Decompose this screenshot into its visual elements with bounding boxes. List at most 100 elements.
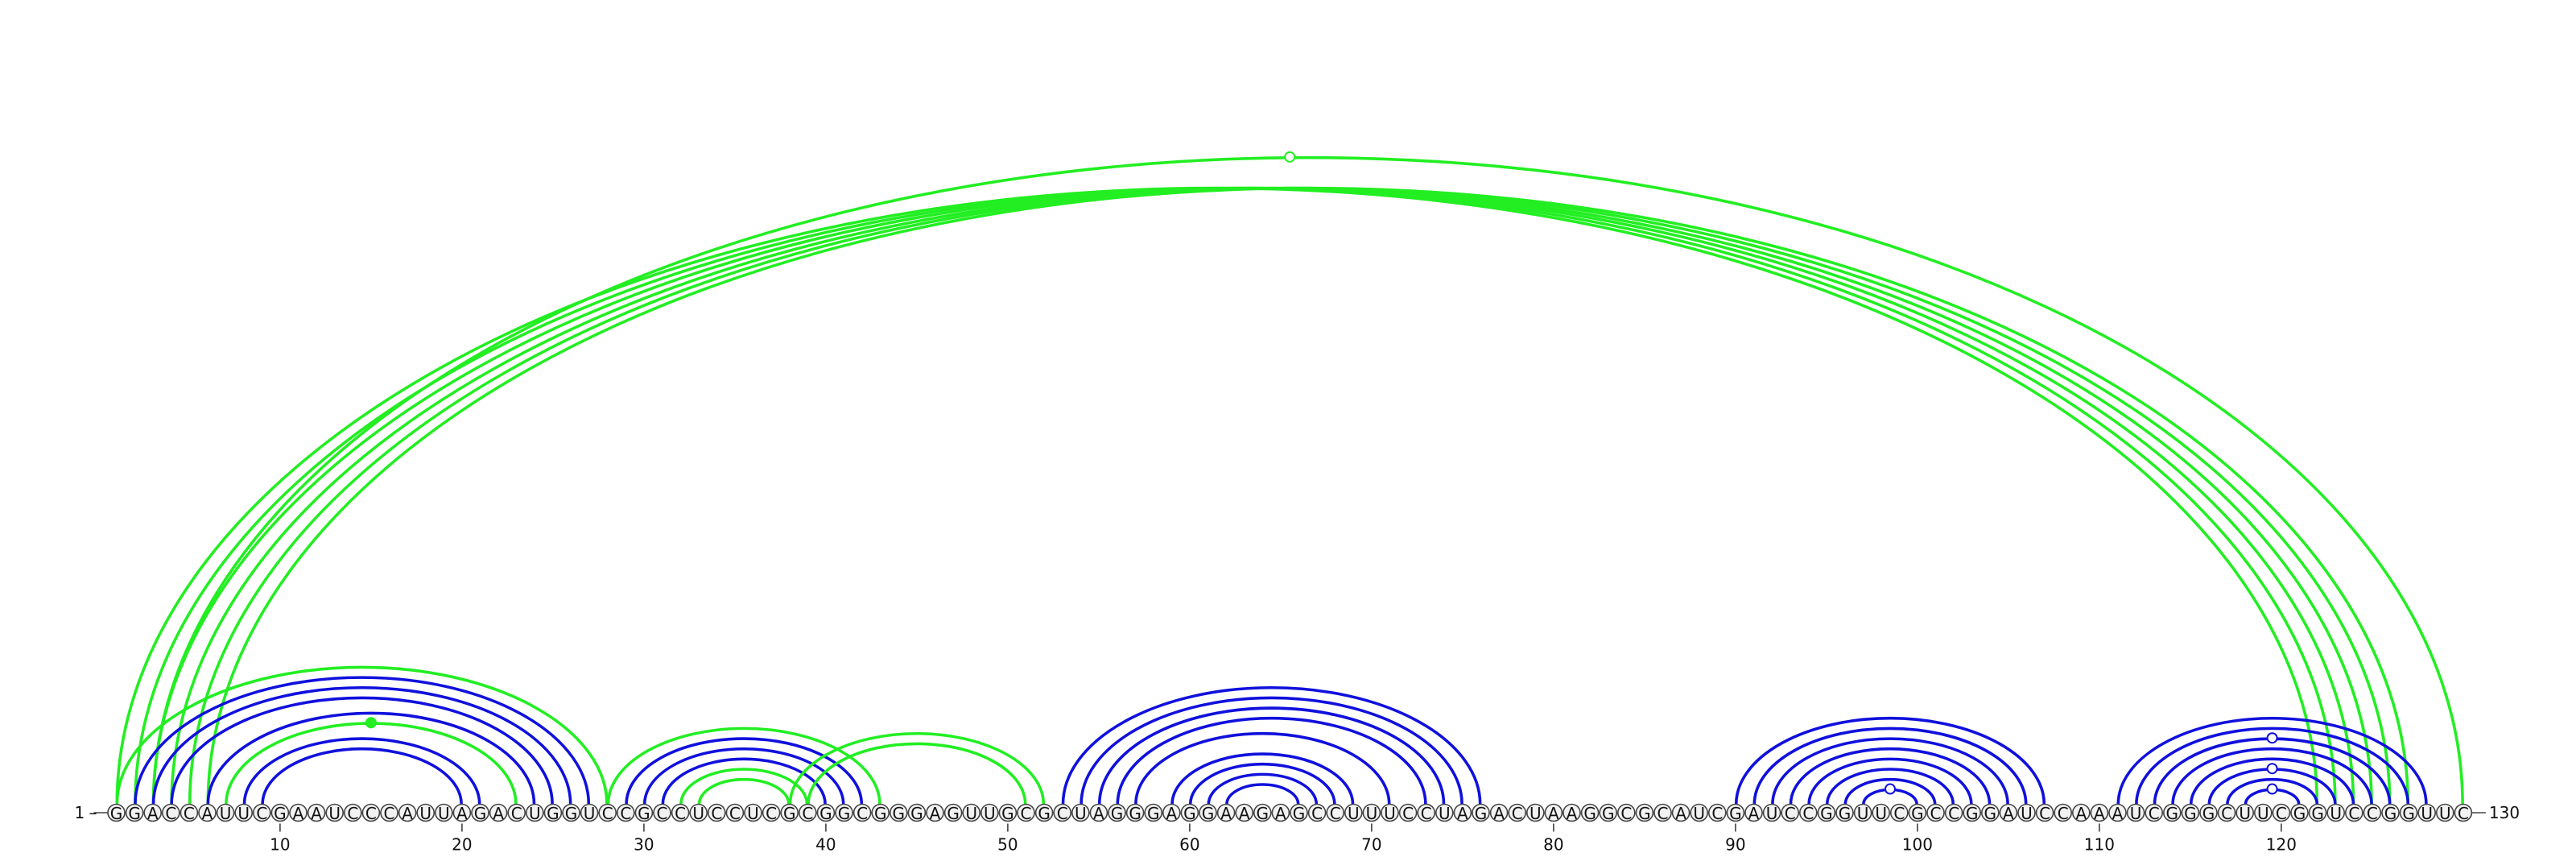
nucleotide-letter: G	[838, 804, 851, 823]
nucleotide-letter: U	[2439, 804, 2451, 823]
nucleotide-letter: G	[1111, 804, 1124, 823]
base-pair-arc-114-125	[2171, 747, 2373, 805]
arc-marker-2	[1885, 783, 1896, 795]
nucleotide-letter: G	[819, 804, 832, 823]
nucleotide-11: A	[289, 803, 308, 823]
nucleotide-17: A	[398, 803, 417, 823]
base-pair-arc-90-107	[1734, 716, 2046, 805]
nucleotide-65: A	[1271, 803, 1290, 823]
nucleotide-89: C	[1708, 803, 1727, 823]
nucleotide-letter: G	[1839, 804, 1852, 823]
tick-label-100: 100	[1902, 835, 1933, 855]
nucleotide-letter: C	[347, 804, 358, 823]
nucleotide-104: G	[1981, 803, 2000, 823]
nucleotide-70: U	[1362, 803, 1381, 823]
nucleotide-letter: G	[474, 804, 487, 823]
nucleotide-99: C	[1890, 803, 1909, 823]
nucleotide-letter: G	[1602, 804, 1615, 823]
nucleotide-57: G	[1125, 803, 1145, 823]
nucleotide-24: U	[525, 803, 544, 823]
nucleotide-letter: A	[1457, 804, 1468, 823]
nucleotide-10: G	[270, 803, 290, 823]
nucleotide-letter: C	[1802, 804, 1814, 823]
nucleotide-letter: U	[1857, 804, 1869, 823]
nucleotide-letter: G	[2184, 804, 2197, 823]
nucleotide-80: A	[1544, 803, 1563, 823]
nucleotide-59: A	[1162, 803, 1181, 823]
nucleotide-101: C	[1926, 803, 1945, 823]
arc-marker-5	[2266, 783, 2278, 795]
base-pair-arc-4-125	[170, 186, 2373, 805]
nucleotide-127: G	[2399, 803, 2418, 823]
nucleotide-letter: C	[384, 804, 395, 823]
nucleotide-letter: C	[602, 804, 613, 823]
base-pair-arc-6-24	[206, 711, 536, 805]
nucleotide-letter: C	[1893, 804, 1905, 823]
nucleotide-46: A	[926, 803, 944, 823]
nucleotide-letter: C	[2276, 804, 2287, 823]
nucleotide-letter: C	[1657, 804, 1669, 823]
nucleotide-2: G	[125, 803, 144, 823]
base-pair-arc-96-101	[1843, 777, 1937, 805]
nucleotide-103: G	[1963, 803, 1981, 823]
nucleotide-90: G	[1726, 803, 1745, 823]
nucleotide-15: C	[361, 803, 381, 823]
nucleotide-105: A	[1999, 803, 2018, 823]
nucleotide-letter: G	[1202, 804, 1215, 823]
nucleotide-letter: U	[220, 804, 232, 823]
nucleotide-71: U	[1381, 803, 1399, 823]
nucleotide-letter: U	[2257, 804, 2269, 823]
nucleotide-letter: C	[2058, 804, 2069, 823]
base-pair-arc-1-28	[115, 665, 609, 805]
nucleotide-letter: A	[147, 804, 159, 823]
nucleotide-letter: C	[1785, 804, 1796, 823]
nucleotide-64: G	[1253, 803, 1272, 823]
nucleotide-116: G	[2199, 803, 2218, 823]
nucleotide-1: G	[107, 803, 126, 823]
nucleotide-9: C	[252, 803, 271, 823]
nucleotide-letter: G	[2202, 804, 2215, 823]
nucleotide-76: G	[1472, 803, 1490, 823]
base-pair-arc-39-51	[807, 742, 1027, 805]
nucleotide-letter: U	[1530, 804, 1542, 823]
nucleotide-letter: A	[2003, 804, 2014, 823]
nucleotide-33: U	[689, 803, 708, 823]
base-pair-arc-115-124	[2189, 757, 2355, 805]
nucleotide-14: C	[343, 803, 362, 823]
nucleotide-letter: C	[2221, 804, 2232, 823]
nucleotide-letter: G	[1729, 804, 1742, 823]
nucleotide-29: C	[616, 803, 635, 823]
nucleotide-88: U	[1690, 803, 1708, 823]
nucleotide-22: A	[489, 803, 508, 823]
base-pair-arc-3-130	[151, 155, 2464, 805]
tick-label-40: 40	[815, 835, 836, 855]
nucleotide-5: C	[180, 803, 199, 823]
nucleotide-letter: G	[1038, 804, 1051, 823]
nucleotide-77: A	[1489, 803, 1509, 823]
nucleotide-letter: G	[638, 804, 650, 823]
nucleotide-letter: C	[1948, 804, 1959, 823]
nucleotide-52: G	[1034, 803, 1054, 823]
nucleotide-111: A	[2108, 803, 2127, 823]
nucleotide-119: U	[2254, 803, 2273, 823]
nucleotide-letter: G	[1183, 804, 1196, 823]
base-pair-arc-56-73	[1116, 716, 1427, 805]
nucleotide-letter: U	[1075, 804, 1087, 823]
nucleotide-letter: G	[893, 804, 906, 823]
base-pair-arc-53-76	[1061, 686, 1482, 805]
nucleotide-letter: G	[1129, 804, 1141, 823]
nucleotide-letter: C	[511, 804, 522, 823]
nucleotide-letter: G	[110, 804, 123, 823]
base-pair-arc-55-74	[1097, 706, 1446, 805]
nucleotide-letter: G	[547, 804, 559, 823]
nucleotide-letter: U	[2330, 804, 2342, 823]
position-ticks: 10 20 30 40 50 60 70 80 90 100 110 120 –	[89, 803, 2297, 855]
nucleotide-78: C	[1508, 803, 1526, 823]
nucleotide-42: C	[852, 803, 872, 823]
nucleotide-letter: G	[1911, 804, 1924, 823]
nucleotide-4: C	[162, 803, 180, 823]
nucleotide-letter: G	[2293, 804, 2306, 823]
nucleotide-20: A	[452, 803, 472, 823]
